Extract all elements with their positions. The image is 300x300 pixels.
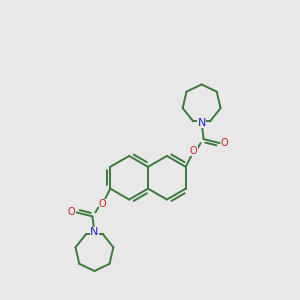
Text: O: O [220,138,228,148]
Text: O: O [68,207,75,218]
Text: N: N [90,227,99,237]
Text: N: N [197,118,206,128]
Text: O: O [98,200,106,209]
Text: O: O [190,146,197,156]
